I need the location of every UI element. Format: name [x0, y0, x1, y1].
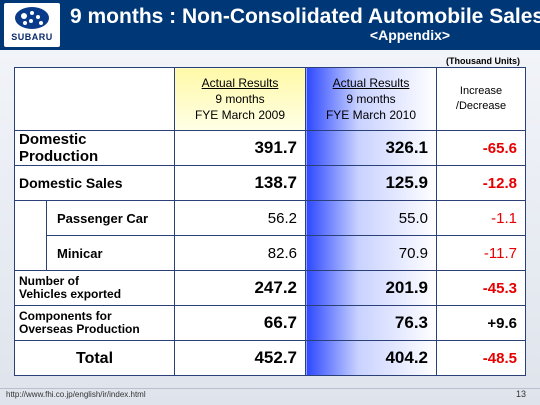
value-2010: 201.9 [305, 270, 437, 306]
row-label: Total [14, 340, 175, 376]
value-2010: 326.1 [305, 130, 437, 166]
value-2010: 76.3 [305, 305, 437, 341]
logo-text: SUBARU [11, 32, 53, 42]
table-row: Domestic Production 391.7 326.1 -65.6 [14, 130, 526, 166]
row-label-line2: Production [19, 148, 99, 165]
indent-cell [14, 200, 47, 271]
sales-table: Actual Results 9 months FYE March 2009 A… [14, 67, 526, 376]
header-fye-2010: Actual Results 9 months FYE March 2010 [305, 67, 437, 131]
value-2009: 66.7 [174, 305, 306, 341]
row-label-line1: Domestic [19, 131, 87, 148]
table-row: Passenger Car 56.2 55.0 -1.1 [14, 200, 526, 271]
value-diff: -48.5 [436, 340, 526, 376]
value-2009: 452.7 [174, 340, 306, 376]
value-2009: 82.6 [174, 235, 306, 271]
header-blank-cell [14, 67, 175, 131]
page-subtitle: <Appendix> [369, 27, 451, 43]
row-label-line2: Overseas Production [19, 322, 140, 336]
header-diff-line1: Increase [459, 85, 503, 97]
value-2009: 56.2 [174, 200, 306, 236]
page-title: 9 months : Non-Consolidated Automobile S… [70, 5, 540, 28]
value-2010: 404.2 [305, 340, 437, 376]
value-2009: 247.2 [174, 270, 306, 306]
table-row: Components for Overseas Production 66.7 … [14, 305, 526, 341]
row-label: Passenger Car [46, 200, 175, 236]
row-label: Domestic Sales [14, 165, 175, 201]
row-label: Domestic Production [14, 130, 175, 166]
value-diff: +9.6 [436, 305, 526, 341]
header-fye-2009: Actual Results 9 months FYE March 2009 [174, 67, 306, 131]
row-label: Number of Vehicles exported [14, 270, 175, 306]
header-2010-line2: 9 months [346, 92, 396, 106]
value-diff: -12.8 [436, 165, 526, 201]
value-2010: 125.9 [305, 165, 437, 201]
page-number: 13 [515, 389, 526, 399]
subaru-logo: SUBARU [4, 3, 60, 47]
row-label-line1: Components for [19, 309, 112, 323]
pleiades-star-logo-icon [15, 7, 49, 29]
value-diff: -11.7 [436, 235, 526, 271]
footer-url: http://www.fhi.co.jp/english/ir/index.ht… [6, 390, 146, 399]
header-2009-line1: Actual Results [201, 76, 279, 90]
table-row: Domestic Sales 138.7 125.9 -12.8 [14, 165, 526, 201]
table-header-row: Actual Results 9 months FYE March 2009 A… [14, 67, 526, 131]
value-2009: 138.7 [174, 165, 306, 201]
row-label: Minicar [46, 235, 175, 271]
header-2010-line3: FYE March 2010 [325, 108, 417, 122]
row-label-line2: Vehicles exported [19, 287, 122, 301]
value-diff: -45.3 [436, 270, 526, 306]
row-label: Components for Overseas Production [14, 305, 175, 341]
value-2009: 391.7 [174, 130, 306, 166]
header-diff-line2: /Decrease [455, 100, 507, 112]
header-2009-line2: 9 months [215, 92, 265, 106]
units-note: (Thousand Units) [446, 56, 520, 66]
table-row-total: Total 452.7 404.2 -48.5 [14, 340, 526, 376]
footer-divider [0, 388, 540, 389]
value-diff: -1.1 [436, 200, 526, 236]
value-2010: 70.9 [305, 235, 437, 271]
slide-header: SUBARU 9 months : Non-Consolidated Autom… [0, 0, 540, 50]
value-2010: 55.0 [305, 200, 437, 236]
header-2009-line3: FYE March 2009 [194, 108, 286, 122]
header-increase-decrease: Increase /Decrease [436, 67, 526, 131]
table-row: Number of Vehicles exported 247.2 201.9 … [14, 270, 526, 306]
header-2010-line1: Actual Results [332, 76, 410, 90]
row-label-line1: Number of [19, 274, 79, 288]
value-diff: -65.6 [436, 130, 526, 166]
table-row: Minicar 82.6 70.9 -11.7 [15, 235, 526, 271]
